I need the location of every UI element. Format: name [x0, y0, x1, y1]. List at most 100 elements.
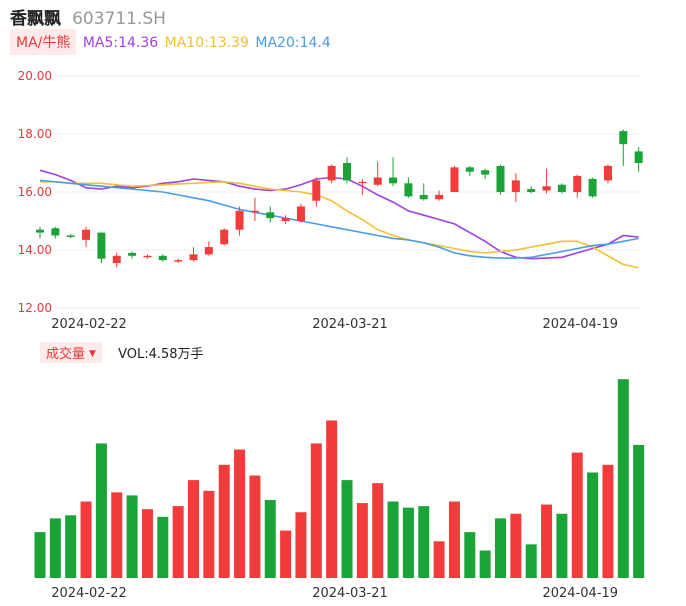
candle-body — [112, 255, 121, 264]
price-tick-label: 12.00 — [18, 301, 52, 315]
candle-body — [312, 180, 321, 201]
volume-bar — [157, 516, 169, 578]
candle-body — [481, 170, 490, 175]
stock-name: 香飘飘 — [10, 9, 61, 29]
candle-body — [542, 186, 551, 191]
candle-body — [511, 180, 520, 192]
candle-body — [496, 165, 505, 192]
volume-bar — [326, 420, 338, 578]
candle — [220, 228, 229, 246]
candle-body — [82, 229, 91, 240]
volume-bar — [341, 480, 353, 578]
volume-bar — [295, 512, 307, 578]
candle-body — [327, 165, 336, 181]
volume-bar — [310, 443, 322, 578]
candle — [97, 232, 106, 264]
volume-bar — [111, 492, 123, 578]
volume-bar — [448, 501, 460, 578]
candle-body — [404, 183, 413, 197]
volume-bar — [571, 452, 583, 578]
volume-bar — [464, 532, 476, 578]
candle — [82, 226, 91, 248]
stock-code: 603711.SH — [72, 9, 166, 29]
volume-bar — [510, 513, 522, 578]
volume-label: VOL: — [118, 347, 149, 362]
volume-bar — [280, 530, 292, 578]
volume-date-label: 2024-03-21 — [312, 586, 388, 601]
candle-body — [573, 176, 582, 192]
candle — [266, 206, 275, 223]
candle — [373, 161, 382, 187]
candle-body — [220, 229, 229, 245]
candle — [557, 183, 566, 194]
candle — [312, 177, 321, 207]
candle-body — [97, 232, 106, 259]
candle-body — [435, 194, 444, 200]
candle-body — [557, 184, 566, 192]
candle — [450, 165, 459, 192]
stock-header: 香飘飘 603711.SH — [10, 4, 166, 29]
candle — [465, 165, 474, 177]
candle-body — [389, 177, 398, 184]
candle — [66, 234, 75, 239]
candle-body — [250, 210, 259, 213]
volume-bar — [49, 518, 61, 578]
volume-bar — [126, 495, 138, 578]
ma-indicator-selector[interactable]: MA/牛熊 — [10, 29, 77, 55]
volume-bar — [525, 544, 537, 578]
candle-body — [189, 254, 198, 261]
candle — [36, 226, 44, 239]
candle-body — [450, 167, 459, 192]
ma-lines — [39, 169, 639, 269]
ma20-legend: MA20:14.4 — [255, 35, 331, 51]
candle-body — [419, 194, 428, 200]
price-date-labels: 2024-02-22 2024-03-21 2024-04-19 — [51, 317, 618, 332]
volume-bar — [633, 444, 645, 578]
candle — [511, 173, 520, 203]
volume-bar — [80, 501, 92, 578]
candle-body — [158, 255, 167, 261]
candle — [281, 215, 290, 224]
candle-body — [204, 247, 213, 255]
candle-body — [343, 163, 351, 181]
volume-bar — [433, 541, 445, 578]
volume-bar — [587, 472, 599, 578]
volume-bar — [65, 515, 77, 578]
volume-bar — [602, 464, 614, 578]
ma10-line — [40, 180, 639, 269]
ma5-legend: MA5:14.36 — [82, 35, 159, 51]
volume-bar — [372, 483, 384, 578]
volume-bar — [141, 509, 153, 578]
volume-bar — [617, 379, 629, 578]
volume-bar — [95, 443, 107, 578]
price-date-label: 2024-02-22 — [51, 317, 127, 332]
ma10-legend: MA10:13.39 — [164, 35, 249, 51]
candle — [619, 129, 628, 166]
volume-bar — [418, 506, 430, 578]
volume-bar — [541, 504, 553, 578]
price-tick-label: 16.00 — [18, 185, 52, 199]
candle-body — [358, 181, 367, 184]
price-tick-label: 20.00 — [18, 69, 52, 83]
volume-indicator-selector[interactable]: 成交量 ▼ — [40, 342, 102, 363]
volume-tag-label: 成交量 — [46, 347, 86, 362]
candle — [481, 168, 490, 179]
candle — [128, 251, 137, 259]
ma20-line — [39, 179, 639, 259]
candle — [327, 164, 336, 184]
candle-body — [235, 210, 244, 230]
volume-bar — [495, 518, 506, 578]
candle — [204, 241, 213, 256]
candle-body — [619, 131, 628, 145]
price-tick-label: 14.00 — [18, 243, 52, 257]
candle — [496, 164, 505, 195]
candle — [358, 178, 367, 195]
candle — [542, 168, 551, 194]
candle-body — [527, 189, 536, 192]
candle-body — [281, 218, 290, 221]
candle-body — [373, 177, 382, 185]
candlesticks — [36, 129, 643, 268]
volume-bar — [249, 475, 261, 578]
volume-bar — [203, 490, 215, 578]
